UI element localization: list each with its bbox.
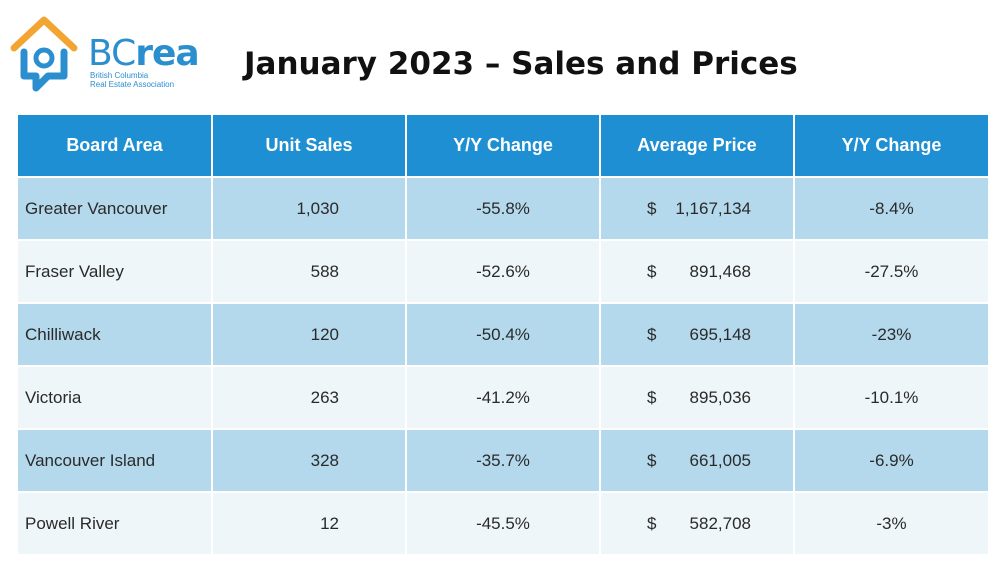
column-header-board-area: Board Area: [18, 115, 213, 177]
currency-symbol: $: [647, 324, 657, 344]
page-title: January 2023 – Sales and Prices: [244, 46, 798, 82]
cell-price-change: -23%: [794, 302, 988, 366]
currency-symbol: $: [647, 198, 657, 218]
cell-average-price: $895,036: [600, 365, 795, 429]
cell-board-area: Fraser Valley: [18, 239, 213, 303]
price-amount: 661,005: [689, 450, 751, 470]
logo-suffix: rea: [135, 33, 199, 74]
column-header-sales-change: Y/Y Change: [406, 115, 601, 177]
logo-tagline-line2: Real Estate Association: [90, 80, 175, 89]
table-row: Victoria 263 -41.2% $895,036 -10.1%: [18, 365, 988, 429]
price-amount: 895,036: [689, 387, 751, 407]
cell-unit-sales: 328: [212, 428, 407, 492]
table-row: Vancouver Island 328 -35.7% $661,005 -6.…: [18, 428, 988, 492]
cell-board-area: Victoria: [18, 365, 213, 429]
cell-price-change: -6.9%: [794, 428, 988, 492]
price-amount: 891,468: [689, 261, 751, 281]
cell-sales-change: -41.2%: [406, 365, 601, 429]
logo-tagline: British Columbia Real Estate Association: [90, 71, 200, 89]
cell-sales-change: -35.7%: [406, 428, 601, 492]
cell-unit-sales: 12: [212, 491, 407, 554]
logo-tagline-line1: British Columbia: [90, 71, 149, 80]
logo-prefix: BC: [88, 33, 136, 74]
cell-price-change: -8.4%: [794, 176, 988, 240]
logo-wordmark: BCrea: [88, 33, 200, 74]
cell-board-area: Vancouver Island: [18, 428, 213, 492]
cell-unit-sales: 588: [212, 239, 407, 303]
cell-board-area: Chilliwack: [18, 302, 213, 366]
cell-average-price: $661,005: [600, 428, 795, 492]
cell-average-price: $695,148: [600, 302, 795, 366]
table-row: Greater Vancouver 1,030 -55.8% $1,167,13…: [18, 176, 988, 240]
cell-sales-change: -55.8%: [406, 176, 601, 240]
cell-unit-sales: 1,030: [212, 176, 407, 240]
cell-price-change: -3%: [794, 491, 988, 554]
cell-sales-change: -45.5%: [406, 491, 601, 554]
currency-symbol: $: [647, 261, 657, 281]
cell-unit-sales: 263: [212, 365, 407, 429]
price-amount: 582,708: [689, 513, 751, 533]
cell-sales-change: -50.4%: [406, 302, 601, 366]
house-icon: [10, 16, 78, 92]
cell-average-price: $1,167,134: [600, 176, 795, 240]
currency-symbol: $: [647, 387, 657, 407]
bcrea-logo: BCrea British Columbia Real Estate Assoc…: [10, 14, 200, 94]
table-row: Powell River 12 -45.5% $582,708 -3%: [18, 491, 988, 554]
price-amount: 1,167,134: [675, 198, 751, 218]
column-header-price-change: Y/Y Change: [794, 115, 988, 177]
column-header-unit-sales: Unit Sales: [212, 115, 407, 177]
column-header-average-price: Average Price: [600, 115, 795, 177]
cell-price-change: -10.1%: [794, 365, 988, 429]
cell-unit-sales: 120: [212, 302, 407, 366]
price-amount: 695,148: [689, 324, 751, 344]
sales-table: Board Area Unit Sales Y/Y Change Average…: [18, 115, 988, 554]
table-header-row: Board Area Unit Sales Y/Y Change Average…: [18, 115, 988, 177]
cell-average-price: $582,708: [600, 491, 795, 554]
currency-symbol: $: [647, 450, 657, 470]
cell-sales-change: -52.6%: [406, 239, 601, 303]
currency-symbol: $: [647, 513, 657, 533]
table-row: Chilliwack 120 -50.4% $695,148 -23%: [18, 302, 988, 366]
cell-board-area: Greater Vancouver: [18, 176, 213, 240]
table-row: Fraser Valley 588 -52.6% $891,468 -27.5%: [18, 239, 988, 303]
cell-average-price: $891,468: [600, 239, 795, 303]
cell-board-area: Powell River: [18, 491, 213, 554]
cell-price-change: -27.5%: [794, 239, 988, 303]
